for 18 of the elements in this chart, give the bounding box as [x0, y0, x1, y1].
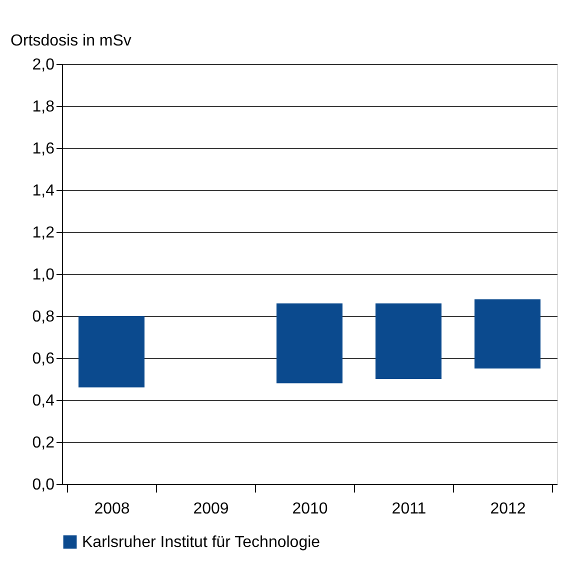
x-tick-label: 2009 [193, 500, 229, 518]
y-tick-label: 0,0 [32, 476, 55, 494]
y-tick-label: 0,8 [32, 308, 55, 326]
y-tick-label: 1,8 [32, 98, 55, 116]
y-tick-label: 1,0 [32, 266, 55, 284]
x-tick-label: 2008 [94, 500, 130, 518]
y-tick-label: 1,4 [32, 182, 55, 200]
x-tick-label: 2011 [392, 500, 426, 518]
y-tick-label: 0,2 [32, 434, 55, 452]
x-tick-label: 2010 [292, 500, 328, 518]
y-axis-title: Ortsdosis in mSv [10, 32, 132, 50]
y-tick-label: 2,0 [32, 56, 55, 74]
y-tick-label: 1,2 [32, 224, 55, 242]
x-tick-label: 2012 [490, 500, 526, 518]
y-tick-label: 1,6 [32, 140, 55, 158]
legend-label: Karlsruher Institut für Technologie [82, 534, 320, 551]
y-tick-label: 0,4 [32, 392, 55, 410]
y-tick-label: 0,6 [32, 350, 55, 368]
